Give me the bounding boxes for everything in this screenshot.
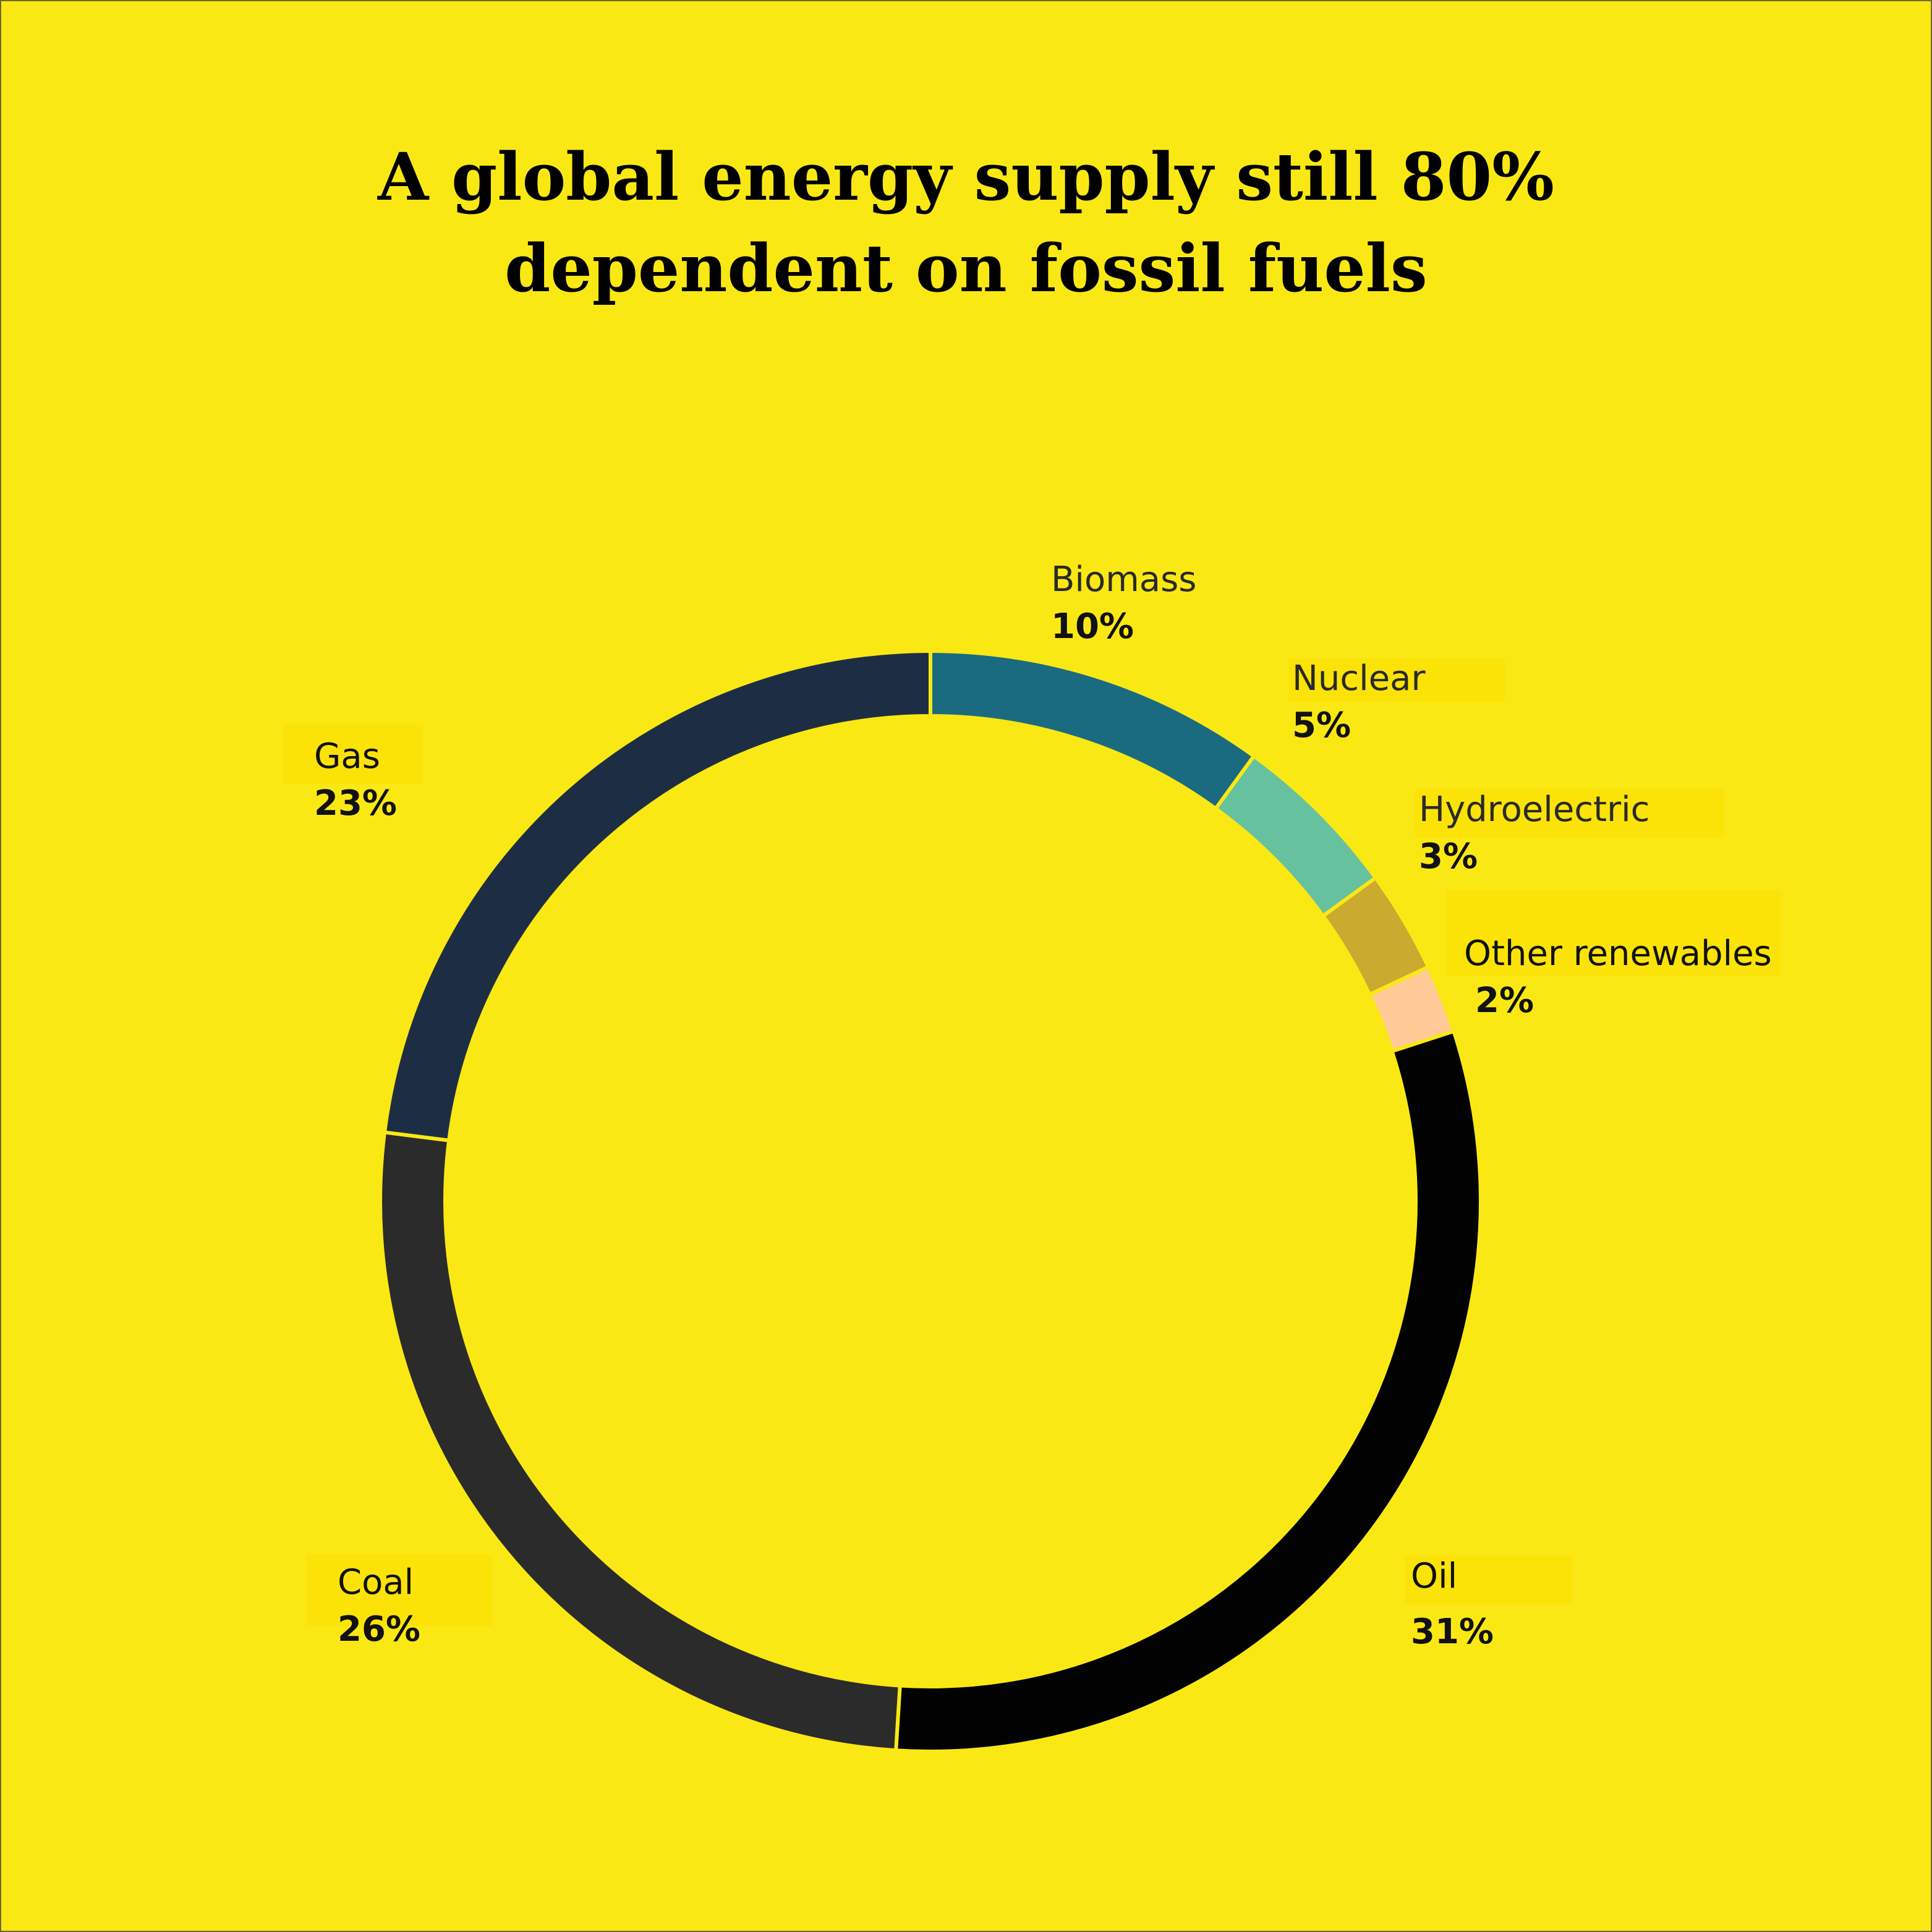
slice-gas <box>382 649 932 1143</box>
slice-nuclear <box>1213 753 1379 919</box>
label-biomass: Biomass 10% <box>1051 556 1196 650</box>
label-oil-name: Oil <box>1411 1556 1458 1596</box>
label-nuclear: Nuclear 5% <box>1288 655 1505 749</box>
slice-oil <box>893 1029 1483 1753</box>
label-coal-name: Coal <box>338 1562 414 1602</box>
label-coal-value: 26% <box>338 1609 421 1649</box>
slice-coal <box>378 1130 902 1753</box>
label-nuclear-value: 5% <box>1292 705 1351 746</box>
label-oil-value: 31% <box>1411 1612 1494 1652</box>
label-biomass-name: Biomass <box>1051 560 1197 600</box>
label-oil: Oil 31% <box>1405 1553 1572 1656</box>
label-hydroelectric-value: 3% <box>1419 836 1478 877</box>
slice-biomass <box>929 649 1257 812</box>
label-coal: Coal 26% <box>307 1554 492 1653</box>
label-gas-value: 23% <box>314 783 398 823</box>
label-other-renewables: Other renewables 2% <box>1447 890 1781 1024</box>
label-gas: Gas 23% <box>283 725 423 827</box>
label-nuclear-name: Nuclear <box>1292 658 1426 699</box>
label-other-renewables-name: Other renewables <box>1464 934 1772 974</box>
chart-title: A global energy supply still 80% depende… <box>378 138 1554 307</box>
label-hydroelectric: Hydroelectric 3% <box>1415 786 1724 880</box>
label-gas-name: Gas <box>314 736 380 777</box>
label-other-renewables-value: 2% <box>1475 981 1534 1021</box>
label-hydroelectric-name: Hydroelectric <box>1419 789 1650 830</box>
label-biomass-value: 10% <box>1051 606 1134 647</box>
